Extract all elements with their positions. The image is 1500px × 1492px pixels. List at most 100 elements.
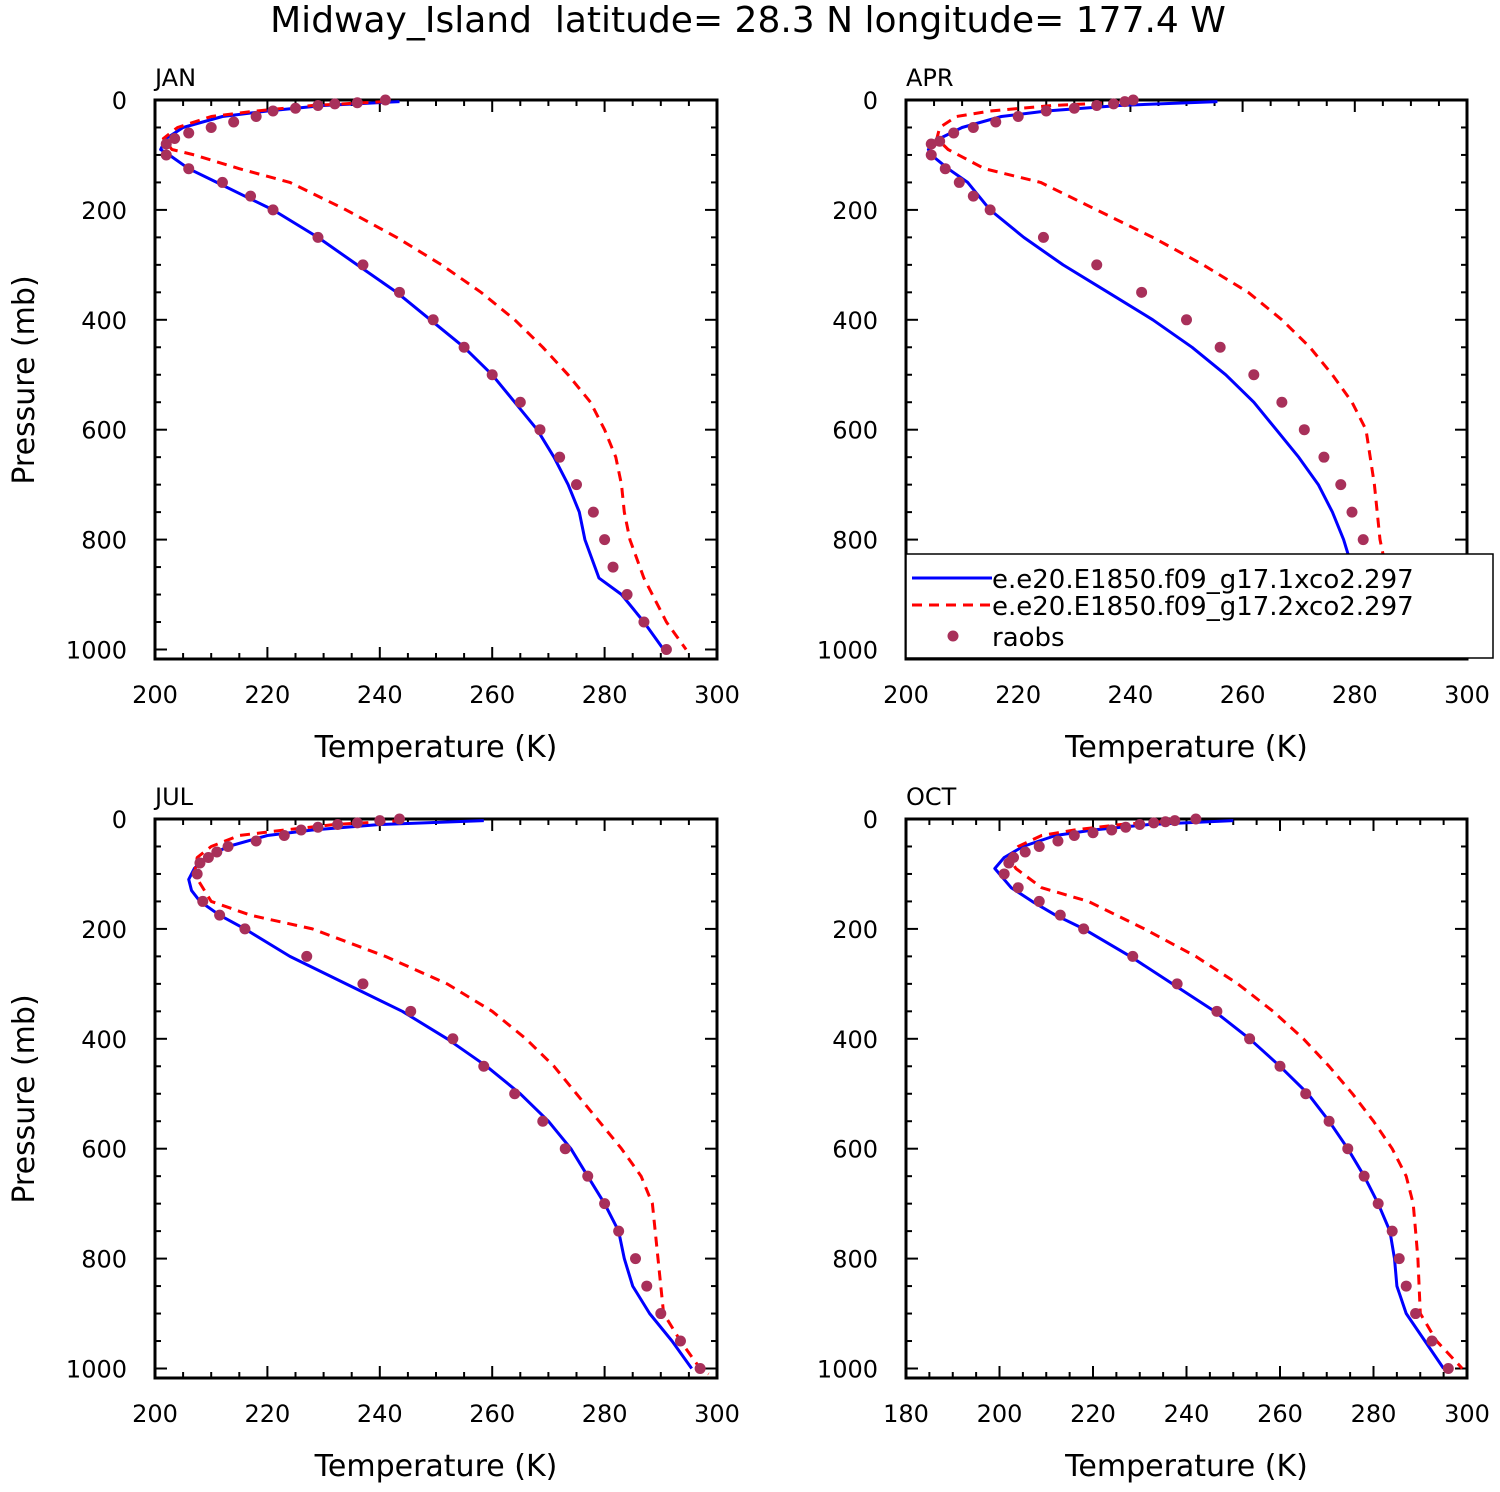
raobs-point: [990, 116, 1002, 128]
raobs-point: [1012, 110, 1024, 122]
legend-entry-label: e.e20.E1850.f09_g17.2xco2.297: [992, 592, 1414, 622]
x-tick-label: 260: [1257, 1400, 1303, 1428]
series-raobs: [160, 94, 672, 655]
plot-frame: [153, 817, 719, 1380]
raobs-point: [1274, 1060, 1286, 1072]
raobs-point: [925, 138, 937, 150]
x-tick-label: 200: [883, 681, 929, 709]
raobs-point: [537, 1115, 549, 1127]
data-area: [159, 94, 688, 655]
y-tick-label: 400: [832, 307, 878, 335]
raobs-point: [250, 110, 262, 122]
raobs-point: [1068, 102, 1080, 114]
raobs-point: [329, 98, 341, 110]
raobs-point: [1037, 231, 1049, 243]
raobs-point: [1298, 424, 1310, 436]
x-tick-label: 280: [1332, 681, 1378, 709]
x-tick-label: 260: [469, 1400, 515, 1428]
x-tick-label: 300: [694, 1400, 740, 1428]
raobs-point: [948, 127, 960, 139]
raobs-point: [1358, 1170, 1370, 1182]
raobs-point: [1054, 909, 1066, 921]
raobs-point: [245, 190, 257, 202]
raobs-point: [191, 868, 203, 880]
raobs-point: [638, 616, 650, 628]
y-tick-label: 0: [112, 806, 127, 834]
raobs-point: [427, 314, 439, 326]
y-tick-label: 200: [81, 197, 127, 225]
raobs-point: [357, 978, 369, 990]
raobs-point: [998, 868, 1010, 880]
raobs-point: [194, 857, 206, 869]
raobs-point: [1244, 1033, 1256, 1045]
raobs-point: [1120, 821, 1132, 833]
x-axis-label: Temperature (K): [314, 730, 558, 765]
series-raobs: [191, 813, 706, 1374]
raobs-point: [1108, 98, 1120, 110]
raobs-point: [1393, 1253, 1405, 1265]
raobs-point: [278, 829, 290, 841]
y-tick-label: 800: [832, 527, 878, 555]
y-tick-label: 200: [832, 916, 878, 944]
raobs-point: [1078, 923, 1090, 935]
raobs-point: [1012, 882, 1024, 894]
raobs-point: [357, 259, 369, 271]
figure-title: Midway_Island latitude= 28.3 N longitude…: [270, 0, 1226, 41]
x-tick-label: 200: [132, 681, 178, 709]
x-tick-label: 220: [244, 1400, 290, 1428]
raobs-point: [1033, 895, 1045, 907]
raobs-point: [183, 163, 195, 175]
raobs-point: [169, 132, 181, 144]
x-tick-label: 300: [1444, 1400, 1490, 1428]
raobs-point: [613, 1225, 625, 1237]
raobs-point: [621, 589, 633, 601]
y-tick-label: 200: [832, 197, 878, 225]
raobs-point: [582, 1170, 594, 1182]
series-1xco2-line: [159, 100, 665, 651]
raobs-point: [534, 424, 546, 436]
series-1xco2-line: [993, 819, 1445, 1370]
plot-frame: [153, 98, 719, 661]
raobs-point: [1400, 1280, 1412, 1292]
raobs-point: [216, 176, 228, 188]
x-tick-label: 220: [995, 681, 1041, 709]
legend-entry-label: raobs: [992, 623, 1065, 653]
raobs-point: [514, 396, 526, 408]
raobs-point: [641, 1280, 653, 1292]
y-tick-label: 400: [81, 307, 127, 335]
legend: e.e20.E1850.f09_g17.1xco2.297e.e20.E1850…: [905, 553, 1494, 659]
raobs-point: [1346, 506, 1358, 518]
raobs-point: [1300, 1088, 1312, 1100]
legend-raobs-marker: [947, 630, 959, 642]
raobs-point: [239, 923, 251, 935]
raobs-point: [571, 479, 582, 491]
y-tick-label: 0: [863, 806, 878, 834]
raobs-point: [655, 1308, 667, 1320]
raobs-point: [1119, 96, 1131, 108]
x-tick-label: 240: [357, 681, 403, 709]
y-tick-label: 800: [81, 527, 127, 555]
raobs-point: [393, 286, 405, 298]
raobs-point: [379, 94, 391, 106]
panels: JAN 200 220 240 260 280 300 Temperature (K) 0 200…: [7, 64, 1490, 1484]
raobs-point: [1357, 534, 1369, 546]
x-tick-label: 180: [883, 1400, 929, 1428]
y-tick-label: 600: [81, 417, 127, 445]
x-tick-label: 280: [582, 681, 628, 709]
panel-title: APR: [906, 64, 954, 92]
raobs-point: [211, 846, 223, 858]
raobs-point: [486, 369, 498, 381]
raobs-point: [160, 149, 172, 161]
x-tick-label: 240: [1107, 681, 1153, 709]
y-tick-label: 200: [81, 916, 127, 944]
y-tick-label: 600: [832, 1136, 878, 1164]
raobs-point: [1442, 1363, 1454, 1374]
raobs-point: [1426, 1335, 1438, 1347]
y-tick-label: 1000: [66, 1356, 127, 1384]
x-tick-label: 300: [1444, 681, 1490, 709]
raobs-point: [312, 99, 324, 111]
series-1xco2-line: [187, 819, 693, 1370]
data-area: [187, 813, 710, 1376]
raobs-point: [393, 813, 405, 825]
